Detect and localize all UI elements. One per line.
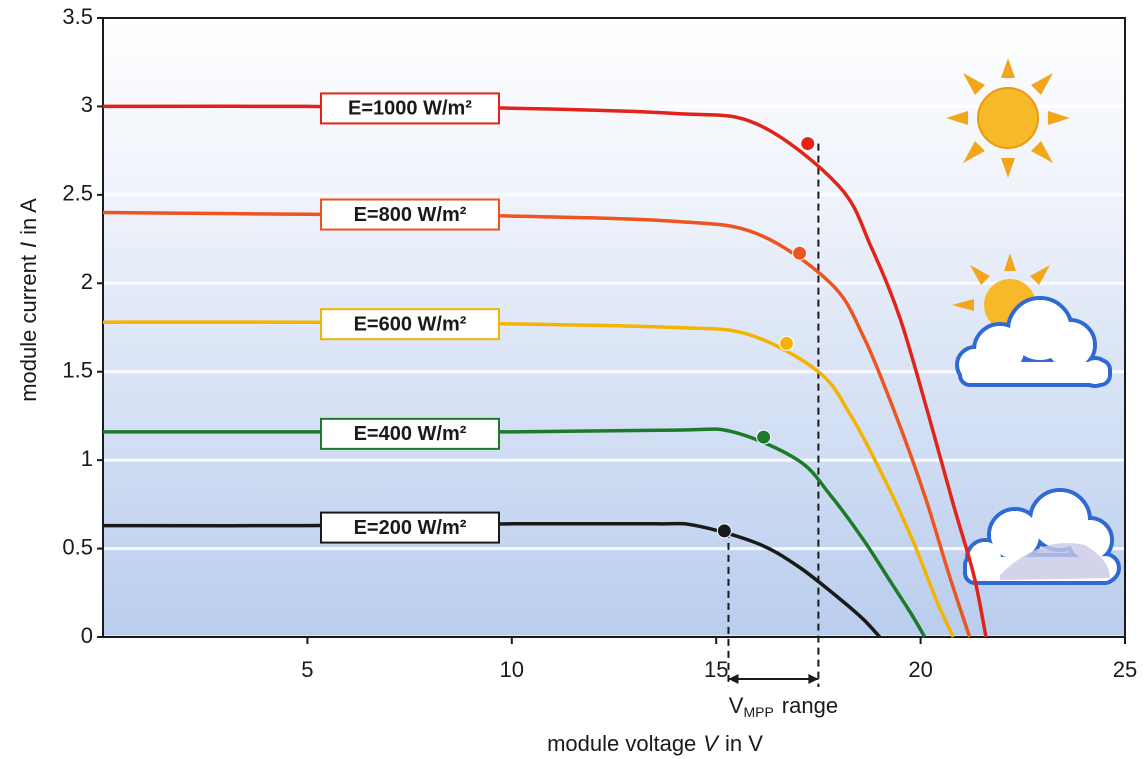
y-axis-label-text: module current xyxy=(16,255,41,402)
vmpp-symbol: V xyxy=(729,693,744,718)
x-axis-label-text: module voltage xyxy=(547,731,696,756)
x-tick-label: 10 xyxy=(500,657,524,682)
x-axis-label-symbol: V xyxy=(703,731,720,756)
y-axis-label-unit: in A xyxy=(16,198,41,235)
vmpp-label: VMPP range xyxy=(729,693,838,720)
legend-label: E=1000 W/m² xyxy=(348,98,472,120)
mpp-point xyxy=(780,336,794,350)
mpp-point xyxy=(757,430,771,444)
x-tick-label: 15 xyxy=(704,657,728,682)
vmpp-text: range xyxy=(782,693,838,718)
y-tick-label: 2.5 xyxy=(62,181,93,206)
mpp-point xyxy=(717,524,731,538)
legend-label: E=800 W/m² xyxy=(354,204,467,226)
x-tick-label: 20 xyxy=(908,657,932,682)
chart: module voltageVin V module currentIin A … xyxy=(0,0,1145,759)
legend-label: E=200 W/m² xyxy=(354,517,467,539)
mpp-point xyxy=(801,137,815,151)
legend-label: E=400 W/m² xyxy=(354,423,467,445)
y-tick-label: 1 xyxy=(81,446,93,471)
y-tick-label: 3 xyxy=(81,92,93,117)
x-tick-label: 25 xyxy=(1113,657,1137,682)
y-tick-label: 0 xyxy=(81,623,93,648)
vmpp-subscript: MPP xyxy=(743,704,773,720)
y-axis-label-symbol: I xyxy=(16,242,41,248)
y-tick-label: 1.5 xyxy=(62,358,93,383)
mpp-point xyxy=(793,246,807,260)
y-tick-label: 2 xyxy=(81,269,93,294)
y-tick-label: 0.5 xyxy=(62,534,93,559)
x-tick-label: 5 xyxy=(301,657,313,682)
y-tick-label: 3.5 xyxy=(62,4,93,29)
legend-label: E=600 W/m² xyxy=(354,313,467,335)
y-axis-label: module current Iin A xyxy=(16,198,41,402)
x-axis-label-unit: in V xyxy=(725,731,763,756)
